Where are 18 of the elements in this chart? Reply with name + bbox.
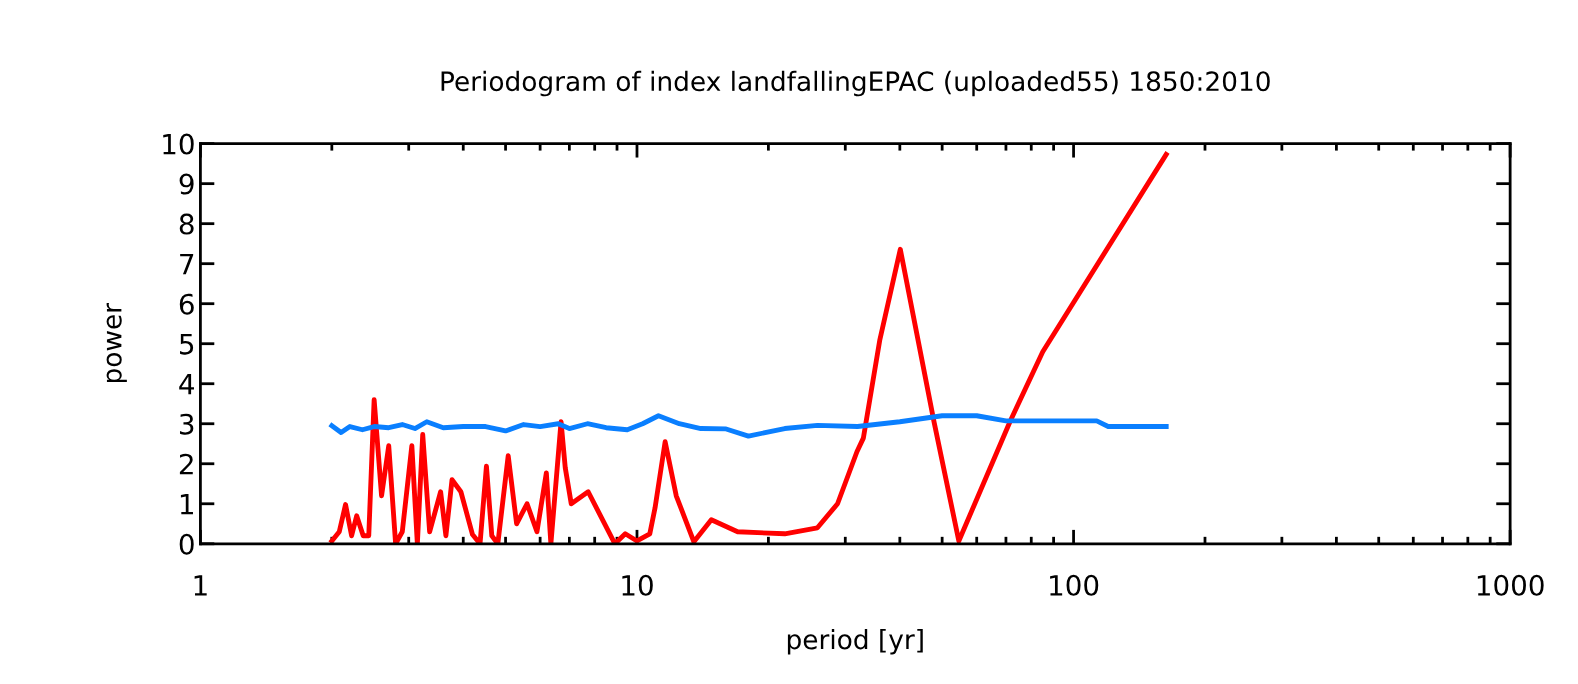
- y-tick-label: 9: [179, 173, 194, 195]
- y-tick-label: 7: [180, 253, 194, 275]
- y-axis-title: power: [106, 302, 127, 383]
- x-tick-label: 100: [1050, 574, 1099, 596]
- x-axis-title: period [yr]: [787, 629, 923, 655]
- y-tick-label: 3: [179, 413, 194, 435]
- y-tick-label: 10: [163, 133, 194, 155]
- y-tick-label: 1: [180, 494, 193, 515]
- y-tick-label: 2: [179, 453, 193, 475]
- chart-title: Periodogram of index landfallingEPAC (uploaded55) 1850:2010: [441, 70, 1270, 97]
- x-tick-label: 1000: [1477, 574, 1544, 596]
- x-tick-label: 1: [194, 575, 207, 596]
- y-tick-label: 6: [179, 293, 194, 315]
- y-tick-label: 5: [180, 334, 194, 355]
- x-tick-label: 10: [622, 574, 653, 596]
- y-tick-label: 0: [179, 533, 194, 555]
- y-tick-label: 4: [179, 374, 194, 395]
- y-tick-label: 8: [179, 213, 194, 235]
